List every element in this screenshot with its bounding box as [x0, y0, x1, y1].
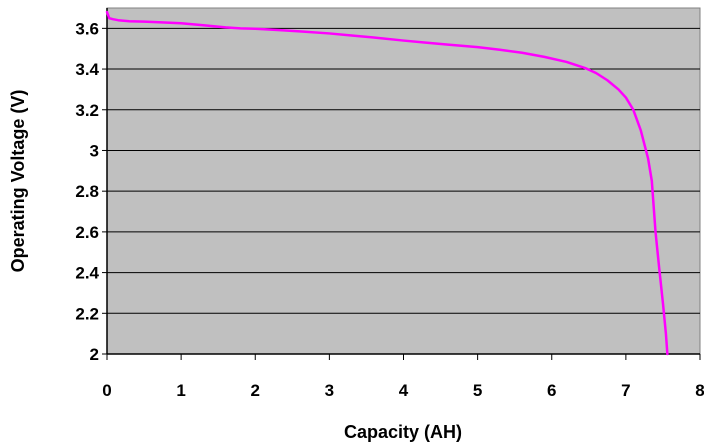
- y-tick-label: 3: [90, 141, 99, 160]
- y-tick-label: 2.2: [75, 304, 99, 323]
- x-tick-label: 3: [325, 381, 334, 400]
- y-tick-label: 3.4: [75, 60, 99, 79]
- y-tick-label: 3.6: [75, 19, 99, 38]
- x-axis-ticks: 0 1 2 3 4 5 6 7 8: [102, 354, 704, 400]
- x-tick-label: 2: [251, 381, 260, 400]
- y-tick-label: 2.8: [75, 182, 99, 201]
- y-axis-title: Operating Voltage (V): [8, 90, 28, 273]
- x-tick-label: 6: [547, 381, 556, 400]
- y-tick-label: 2.6: [75, 223, 99, 242]
- x-tick-label: 0: [102, 381, 111, 400]
- voltage-curve: [105, 10, 669, 356]
- plot-area: [106, 7, 701, 355]
- y-tick-label: 2.4: [75, 264, 99, 283]
- x-tick-label: 4: [399, 381, 409, 400]
- y-tick-label: 2: [90, 345, 99, 364]
- y-tick-label: 3.2: [75, 101, 99, 120]
- x-tick-label: 8: [695, 381, 704, 400]
- x-tick-label: 5: [473, 381, 482, 400]
- gridlines: [107, 27, 700, 314]
- x-tick-label: 7: [621, 381, 630, 400]
- x-tick-label: 1: [176, 381, 185, 400]
- x-axis-title: Capacity (AH): [344, 422, 462, 442]
- y-axis-ticks: 2 2.2 2.4 2.6 2.8 3 3.2 3.4 3.6: [75, 19, 107, 364]
